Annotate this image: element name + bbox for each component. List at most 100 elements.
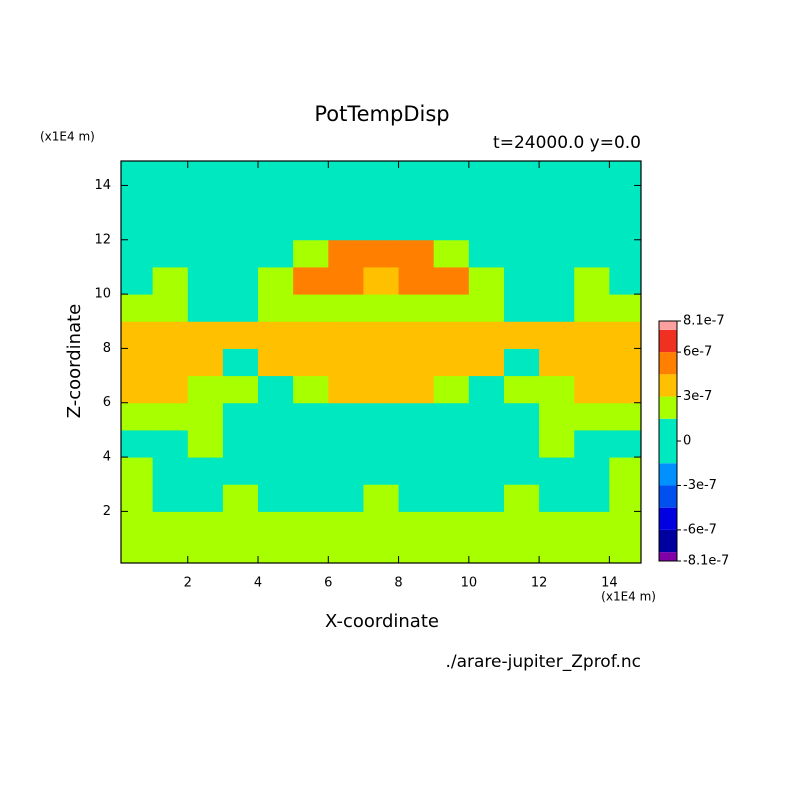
- y-tick-label: 10: [94, 287, 111, 302]
- contour-cell: [152, 266, 189, 295]
- x-unit: (x1E4 m): [601, 590, 656, 604]
- y-tick-label: 12: [94, 232, 111, 247]
- contour-cell: [398, 484, 435, 512]
- contour-cell: [468, 429, 505, 458]
- contour-cell: [433, 538, 470, 563]
- contour-cell: [433, 457, 470, 485]
- contour-cell: [433, 185, 470, 214]
- contour-cell: [574, 429, 610, 458]
- contour-cell: [574, 375, 610, 404]
- contour-cell: [609, 212, 641, 241]
- contour-cell: [152, 402, 189, 431]
- contour-cell: [121, 457, 154, 485]
- contour-cell: [539, 161, 575, 186]
- contour-cell: [363, 294, 400, 322]
- contour-cell: [363, 185, 400, 214]
- contour-cell: [363, 161, 400, 186]
- colorbar-segment: [659, 418, 677, 464]
- contour-cell: [328, 484, 364, 512]
- colorbar-segment: [659, 396, 677, 419]
- contour-cell: [293, 457, 329, 485]
- source-file: ./arare-jupiter_Zprof.nc: [445, 652, 641, 672]
- contour-cell: [433, 239, 470, 268]
- contour-cell: [328, 161, 364, 186]
- y-tick-label: 14: [94, 178, 111, 193]
- contour-cell: [258, 484, 294, 512]
- contour-cell: [187, 185, 224, 214]
- contour-cell: [328, 294, 364, 322]
- contour-cell: [398, 212, 435, 241]
- y-tick-label: 2: [103, 504, 111, 519]
- contour-cell: [539, 348, 575, 377]
- contour-cell: [539, 185, 575, 214]
- contour-cell: [503, 185, 540, 214]
- contour-cell: [609, 266, 641, 295]
- contour-cell: [503, 402, 540, 431]
- colorbar-segment: [659, 321, 677, 330]
- y-tick-label: 8: [103, 341, 111, 356]
- contour-cell: [222, 294, 259, 322]
- colorbar-tick-label: 8.1e-7: [683, 314, 725, 329]
- colorbar-segment: [659, 552, 677, 561]
- contour-cell: [468, 348, 505, 377]
- contour-cell: [152, 457, 189, 485]
- contour-cell: [468, 266, 505, 295]
- contour-cell: [328, 348, 364, 377]
- contour-cell: [293, 375, 329, 404]
- contour-cell: [258, 457, 294, 485]
- contour-cell: [609, 239, 641, 268]
- contour-cell: [468, 484, 505, 512]
- contour-cell: [468, 511, 505, 540]
- contour-cell: [258, 429, 294, 458]
- contour-cell: [152, 161, 189, 186]
- contour-cell: [222, 511, 259, 540]
- contour-cell: [363, 402, 400, 431]
- contour-cell: [222, 161, 259, 186]
- contour-cell: [398, 321, 435, 349]
- contour-cell: [398, 266, 435, 295]
- contour-cell: [433, 484, 470, 512]
- contour-cell: [398, 402, 435, 431]
- contour-cell: [121, 375, 154, 404]
- contour-cell: [328, 266, 364, 295]
- contour-cell: [293, 266, 329, 295]
- contour-cell: [222, 375, 259, 404]
- colorbar-segment: [659, 374, 677, 397]
- contour-cell: [152, 185, 189, 214]
- contour-cell: [574, 321, 610, 349]
- contour-cell: [574, 511, 610, 540]
- contour-cell: [258, 212, 294, 241]
- x-tick-label: 10: [461, 576, 478, 591]
- contour-cell: [503, 239, 540, 268]
- contour-cell: [539, 538, 575, 563]
- contour-cell: [398, 185, 435, 214]
- y-unit: (x1E4 m): [40, 130, 95, 144]
- contour-cell: [363, 429, 400, 458]
- contour-cell: [363, 239, 400, 268]
- contour-cell: [293, 239, 329, 268]
- contour-cell: [539, 294, 575, 322]
- contour-cell: [258, 375, 294, 404]
- contour-cell: [503, 212, 540, 241]
- contour-cell: [503, 321, 540, 349]
- contour-cell: [363, 348, 400, 377]
- contour-cell: [121, 239, 154, 268]
- contour-cell: [152, 538, 189, 563]
- contour-cell: [468, 457, 505, 485]
- contour-cell: [293, 429, 329, 458]
- contour-cell: [293, 348, 329, 377]
- chart-subtitle: t=24000.0 y=0.0: [493, 133, 641, 153]
- contour-cell: [574, 239, 610, 268]
- contour-cell: [468, 321, 505, 349]
- contour-cell: [433, 348, 470, 377]
- contour-cell: [363, 266, 400, 295]
- contour-cell: [503, 266, 540, 295]
- contour-cell: [609, 538, 641, 563]
- colorbar-tick-label: -6e-7: [683, 522, 717, 537]
- contour-cell: [609, 321, 641, 349]
- contour-cell: [293, 484, 329, 512]
- contour-cell: [121, 266, 154, 295]
- contour-cell: [328, 402, 364, 431]
- contour-cell: [539, 321, 575, 349]
